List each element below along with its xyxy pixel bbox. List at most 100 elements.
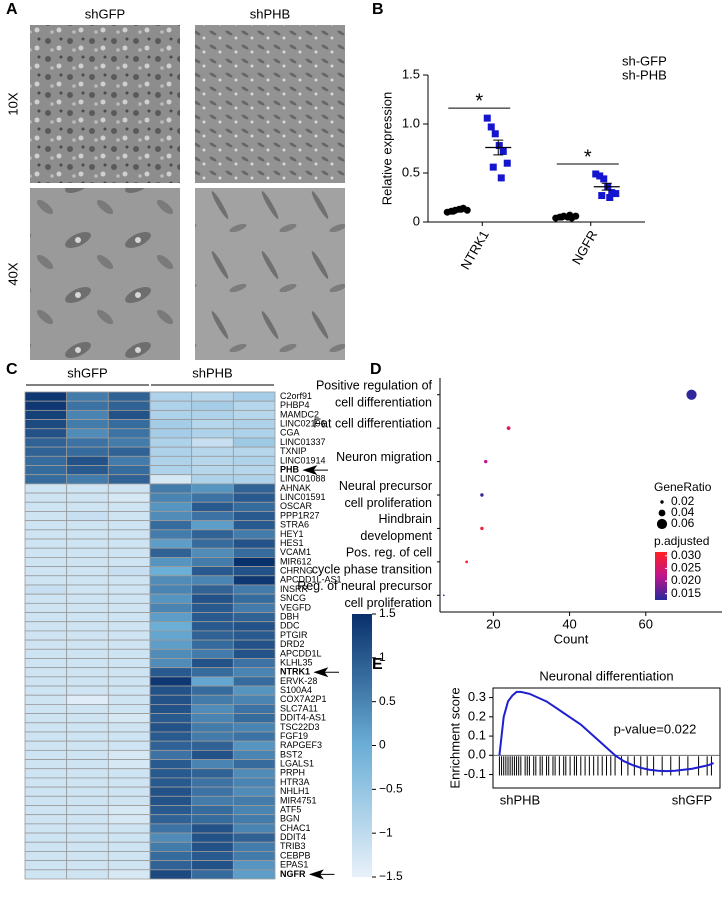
heatmap-cell: [149, 704, 193, 715]
legend-title: GeneRatio: [654, 480, 712, 494]
heatmap-cell: [232, 704, 276, 715]
row-label: TXNIP: [280, 446, 307, 456]
heatmap-cell: [191, 474, 234, 485]
heatmap-cell: [149, 740, 193, 751]
heatmap-cell: [66, 455, 109, 466]
row-label: OSCAR: [280, 501, 313, 511]
heatmap-cell: [107, 694, 151, 705]
heatmap-cell: [66, 584, 109, 595]
heatmap-cell: [232, 483, 276, 494]
heatmap-cell: [232, 694, 276, 705]
heatmap-cell: [66, 795, 109, 806]
legend-dot: [656, 518, 668, 530]
heatmap-cell: [191, 740, 234, 751]
y-tick-label: 0.3: [468, 689, 486, 704]
dot: [484, 459, 488, 464]
heatmap-cell: [66, 740, 109, 751]
heatmap-cell: [232, 566, 276, 577]
heatmap-cell: [191, 795, 234, 806]
heatmap-cell: [149, 483, 193, 494]
heatmap-cell: [191, 630, 234, 641]
heatmap-cell: [24, 575, 68, 586]
row-label: TSC22D3: [280, 722, 320, 732]
heatmap-cell: [149, 639, 193, 650]
heatmap-cell: [24, 501, 68, 512]
heatmap-cell: [191, 851, 234, 862]
heatmap-cell: [232, 667, 276, 678]
heatmap-cell: [191, 768, 234, 779]
heatmap-cell: [191, 483, 234, 494]
heatmap-cell: [191, 685, 234, 696]
heatmap-cell: [107, 547, 151, 558]
heatmap-cell: [66, 630, 109, 641]
heatmap-cell: [107, 538, 151, 549]
heatmap-cell: [66, 446, 109, 457]
heatmap-cell: [107, 419, 151, 430]
heatmap-cell: [24, 556, 68, 567]
heatmap-cell: [24, 465, 68, 476]
heatmap-cell: [66, 786, 109, 797]
heatmap-cell: [149, 529, 193, 540]
micrograph: [195, 25, 345, 183]
heatmap-cell: [149, 437, 193, 448]
heatmap-cell: [24, 685, 68, 696]
panel-label: C: [6, 361, 18, 378]
colorbar-label: −1.5: [379, 869, 403, 883]
heatmap-cell: [232, 409, 276, 420]
heatmap-cell: [66, 566, 109, 577]
heatmap-cell: [232, 676, 276, 687]
column-label: shPHB: [250, 6, 290, 21]
heatmap-cell: [66, 814, 109, 825]
heatmap-cell: [149, 584, 193, 595]
heatmap-cell: [24, 713, 68, 724]
plot-frame: [492, 687, 721, 789]
heatmap-cell: [191, 520, 234, 531]
heatmap-cell: [149, 409, 193, 420]
heatmap-cell: [107, 575, 151, 586]
category-label: Positive regulation of: [316, 379, 433, 393]
heatmap-cell: [66, 409, 109, 420]
heatmap-cell: [232, 685, 276, 696]
heatmap-cell: [107, 584, 151, 595]
heatmap-cell: [149, 501, 193, 512]
colorbar-label: 1: [379, 650, 386, 664]
point: [572, 212, 580, 220]
heatmap-cell: [66, 823, 109, 834]
heatmap-cell: [232, 621, 276, 632]
y-axis-label: Relative expression: [379, 92, 394, 205]
heatmap-cell: [66, 602, 109, 613]
heatmap-cell: [149, 851, 193, 862]
row-label: ATF5: [280, 804, 301, 814]
row-label: C2orf91: [280, 391, 312, 401]
heatmap-cell: [107, 446, 151, 457]
heatmap-cell: [24, 795, 68, 806]
heatmap-cell: [191, 575, 234, 586]
heatmap-cell: [232, 575, 276, 586]
heatmap-cell: [191, 667, 234, 678]
row-label: DDC: [280, 621, 300, 631]
row-label: PTGIR: [280, 630, 308, 640]
row-label: COX7A2P1: [280, 694, 327, 704]
heatmap-cell: [107, 612, 151, 623]
heatmap-cell: [232, 768, 276, 779]
row-label: ERVK-28: [280, 676, 317, 686]
heatmap-cell: [66, 704, 109, 715]
category-label: Fat cell differentiation: [313, 416, 432, 430]
heatmap-cell: [232, 501, 276, 512]
x-axis-label: Count: [554, 631, 589, 646]
heatmap-cell: [191, 648, 234, 659]
x-tick-label: 40: [562, 616, 576, 631]
legend-label: 0.06: [671, 516, 695, 530]
colorbar-label: 0.025: [671, 561, 701, 575]
colorbar-label: 0.5: [379, 694, 396, 708]
point: [483, 114, 491, 122]
heatmap-cell: [66, 667, 109, 678]
heatmap-cell: [107, 409, 151, 420]
heatmap-cell: [66, 400, 109, 411]
heatmap-cell: [232, 759, 276, 770]
heatmap-cell: [191, 639, 234, 650]
heatmap-cell: [107, 768, 151, 779]
heatmap-cell: [24, 722, 68, 733]
heatmap-cell: [232, 814, 276, 825]
